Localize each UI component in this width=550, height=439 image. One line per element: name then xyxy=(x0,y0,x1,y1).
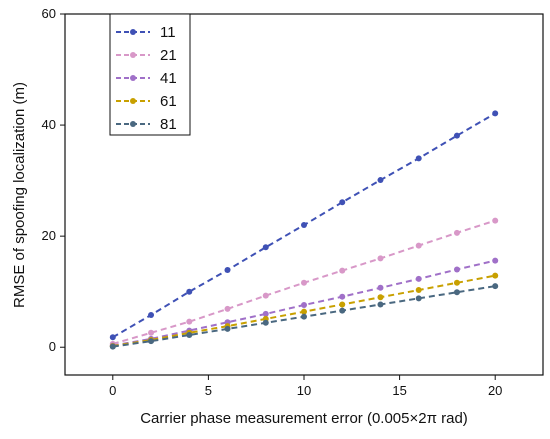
y-tick-label: 20 xyxy=(42,228,56,243)
data-point xyxy=(148,312,155,319)
legend-marker xyxy=(130,29,136,35)
data-point xyxy=(301,222,307,229)
legend-marker xyxy=(130,52,136,58)
data-point xyxy=(377,284,384,291)
data-point xyxy=(262,244,269,251)
data-point xyxy=(148,338,155,345)
legend-marker xyxy=(130,121,136,127)
series-41 xyxy=(109,257,499,349)
legend-label: 11 xyxy=(160,24,176,41)
data-point xyxy=(109,334,116,341)
legend-item: 61 xyxy=(116,93,177,110)
data-point xyxy=(415,242,422,249)
data-point xyxy=(339,267,346,274)
data-point xyxy=(377,294,384,301)
x-tick-label: 5 xyxy=(205,383,212,398)
data-point xyxy=(453,289,460,296)
data-point xyxy=(339,307,346,314)
y-tick-label: 60 xyxy=(42,6,56,21)
x-axis: 0 5 10 15 20 xyxy=(109,375,502,398)
y-axis-title: RMSE of spoofing localization (m) xyxy=(11,82,28,308)
legend-item: 21 xyxy=(116,47,177,64)
data-point xyxy=(492,110,499,117)
data-point xyxy=(224,305,231,312)
legend-box xyxy=(109,13,191,136)
data-point xyxy=(492,217,499,224)
data-point xyxy=(109,343,116,350)
data-point xyxy=(339,301,346,308)
data-point xyxy=(301,308,307,315)
data-point xyxy=(377,301,384,308)
data-point xyxy=(186,332,193,339)
data-point xyxy=(301,279,307,286)
x-tick-label: 10 xyxy=(297,383,311,398)
data-point xyxy=(492,272,499,279)
data-point xyxy=(301,302,307,309)
series-81 xyxy=(109,283,499,350)
series-11 xyxy=(109,110,499,341)
data-point xyxy=(186,288,193,295)
data-point xyxy=(262,319,269,326)
data-point xyxy=(148,329,155,336)
data-point xyxy=(339,293,346,300)
data-point xyxy=(224,325,231,332)
x-tick-label: 15 xyxy=(392,383,406,398)
x-axis-title: Carrier phase measurement error (0.005×2… xyxy=(140,410,468,427)
legend-marker xyxy=(130,98,136,104)
data-point xyxy=(262,292,269,299)
data-point xyxy=(453,132,460,139)
data-point xyxy=(301,313,307,320)
data-point xyxy=(415,155,422,162)
legend-label: 21 xyxy=(160,47,177,64)
data-point xyxy=(186,318,193,325)
legend-label: 81 xyxy=(160,116,177,133)
legend-item: 41 xyxy=(116,70,177,87)
data-point xyxy=(492,283,499,290)
legend-item: 81 xyxy=(116,116,177,133)
series-layer xyxy=(109,110,499,350)
data-point xyxy=(453,279,460,286)
data-point xyxy=(453,229,460,236)
legend-item: 11 xyxy=(116,24,176,41)
data-point xyxy=(453,266,460,273)
data-point xyxy=(415,287,422,294)
data-point xyxy=(339,199,346,206)
y-tick-label: 40 xyxy=(42,117,56,132)
series-21 xyxy=(109,217,499,347)
x-tick-label: 20 xyxy=(488,383,502,398)
data-point xyxy=(377,255,384,262)
data-point xyxy=(377,177,384,184)
data-point xyxy=(415,275,422,282)
legend: 11 21 41 61 81 xyxy=(109,13,191,136)
y-axis: 0 20 40 60 xyxy=(42,6,65,354)
data-point xyxy=(224,267,231,274)
legend-marker xyxy=(130,75,136,81)
y-tick-label: 0 xyxy=(49,339,56,354)
data-point xyxy=(262,310,269,317)
legend-label: 41 xyxy=(160,70,177,87)
x-tick-label: 0 xyxy=(109,383,116,398)
legend-label: 61 xyxy=(160,93,177,110)
data-point xyxy=(415,295,422,302)
data-point xyxy=(492,257,499,264)
